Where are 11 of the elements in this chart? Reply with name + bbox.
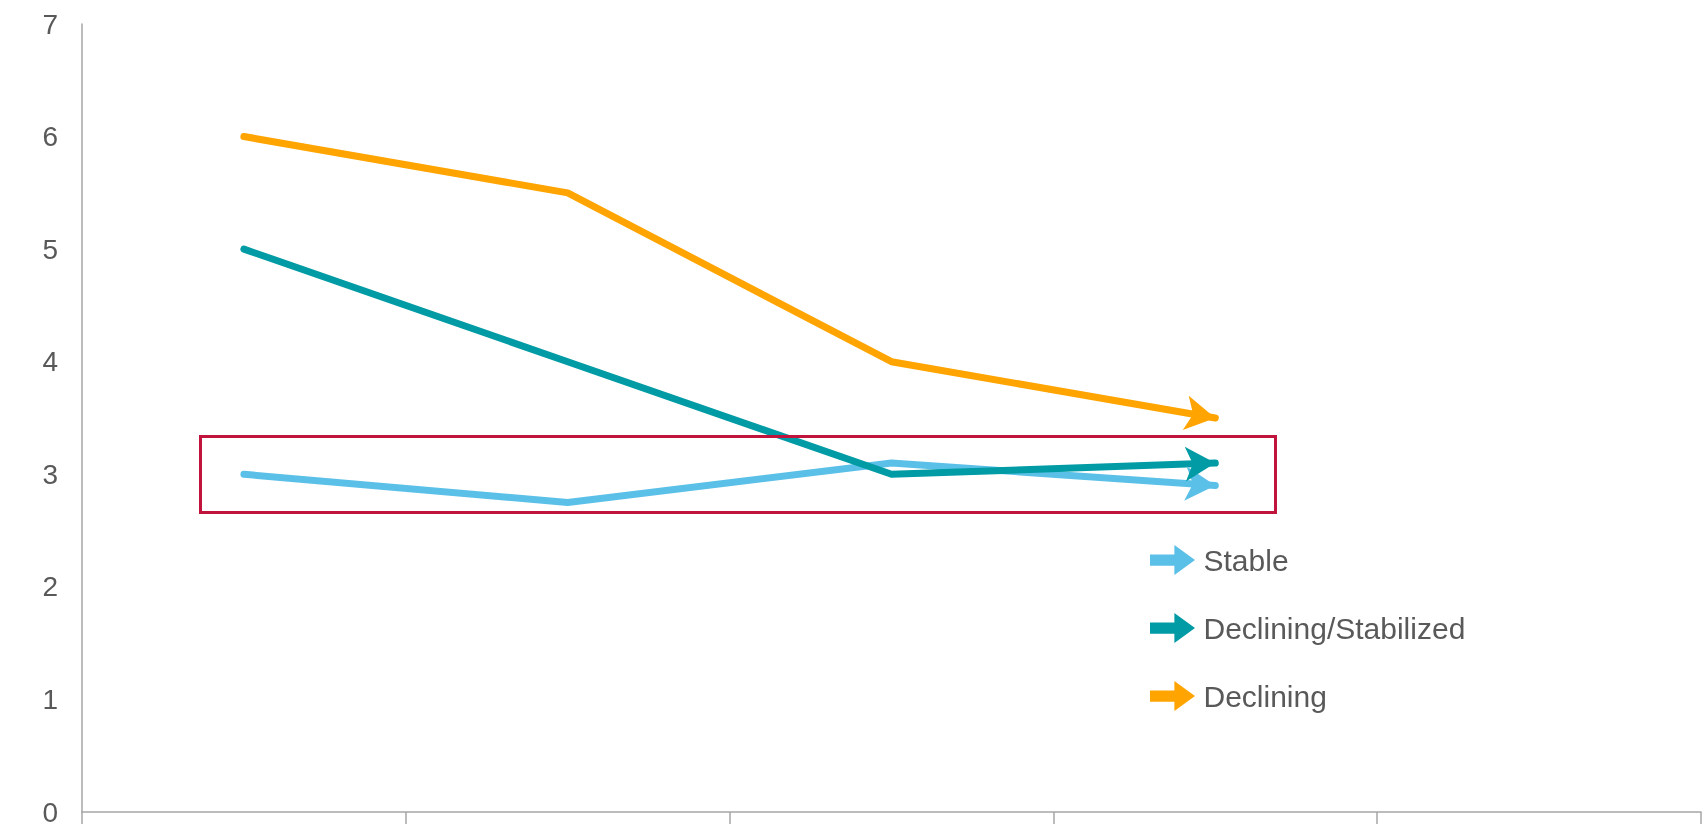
y-tick-label: 2 xyxy=(42,571,58,603)
y-tick-label: 1 xyxy=(42,683,58,715)
y-tick-label: 4 xyxy=(42,346,58,378)
y-tick-label: 6 xyxy=(42,121,58,153)
y-tick-label: 7 xyxy=(42,8,58,40)
legend-label: Declining xyxy=(1203,679,1327,713)
y-tick-label: 0 xyxy=(42,796,58,828)
legend-label: Stable xyxy=(1203,543,1289,577)
y-tick-label: 5 xyxy=(42,233,58,265)
y-tick-label: 3 xyxy=(42,458,58,490)
legend-label: Declining/Stabilized xyxy=(1203,611,1466,645)
